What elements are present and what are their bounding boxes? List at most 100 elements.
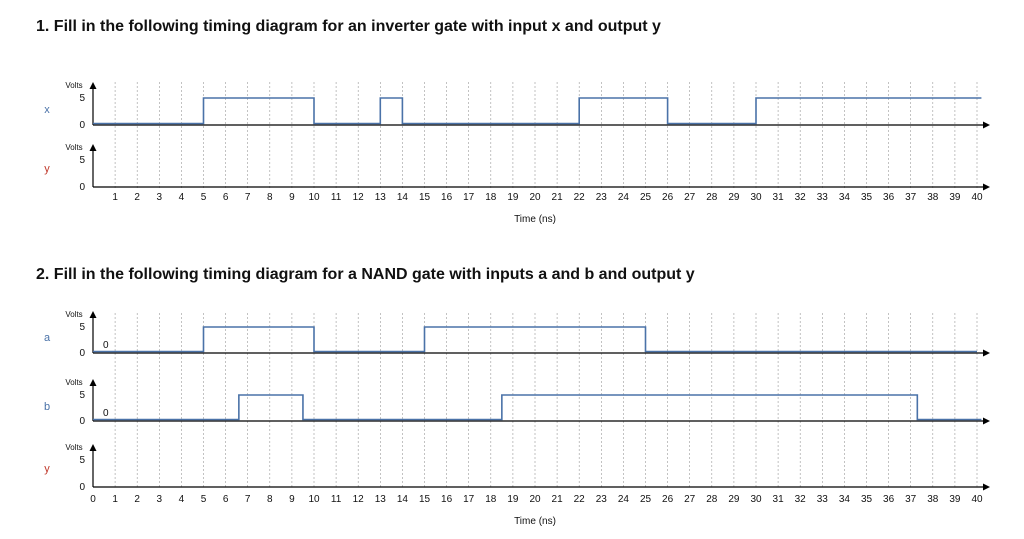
q1-tick-label: 29	[728, 192, 740, 203]
q2-tick-label: 17	[463, 494, 475, 505]
q1-tick-label: 31	[773, 192, 785, 203]
q2-tick-label: 24	[618, 494, 630, 505]
q2-tick-label: 19	[507, 494, 519, 505]
q2-tick-label: 28	[706, 494, 718, 505]
q2-tick-label: 9	[289, 494, 295, 505]
q1-tick-label: 7	[245, 192, 251, 203]
q2-tick-label: 8	[267, 494, 273, 505]
q1-signal-label-x: x	[44, 104, 50, 116]
q2-x-axis-arrow	[983, 417, 990, 425]
q2-tick-label: 23	[596, 494, 608, 505]
q2-tick-label: 39	[949, 494, 961, 505]
q2-tick-label: 20	[529, 494, 541, 505]
q2-tick-label: 35	[861, 494, 873, 505]
q1-volts-label: Volts	[65, 143, 82, 152]
q2-signal-label-b: b	[44, 401, 50, 413]
q2-tick-label: 1	[112, 494, 118, 505]
q2-volts-label: Volts	[65, 310, 82, 319]
q1-tick-label: 17	[463, 192, 475, 203]
q2-tick-label: 6	[223, 494, 229, 505]
q1-tick-label: 39	[949, 192, 961, 203]
q1-tick-label: 14	[397, 192, 409, 203]
q2-waveform-b	[93, 394, 982, 421]
q2-tick-label: 13	[375, 494, 387, 505]
q2-tick-label: 11	[331, 494, 342, 505]
q2-signal-label-a: a	[44, 332, 51, 344]
q2-tick-label: 4	[179, 494, 185, 505]
q1-signal-label-y: y	[44, 163, 50, 175]
q2-y-axis-arrow	[89, 379, 97, 386]
q1-tick-label: 40	[971, 192, 983, 203]
q2-tick-label: 12	[353, 494, 365, 505]
q1-tick-label: 11	[331, 192, 342, 203]
q1-tick-label: 21	[552, 192, 564, 203]
q1-tick-label: 4	[179, 192, 185, 203]
q2-annotation-a: 0	[103, 340, 109, 351]
q2-signal-label-y: y	[44, 463, 50, 475]
q2-tick-label: 14	[397, 494, 409, 505]
q1-tick-label: 10	[308, 192, 320, 203]
q1-low-label: 0	[79, 182, 85, 193]
q2-y-axis-arrow	[89, 444, 97, 451]
q2-tick-label: 40	[971, 494, 983, 505]
q1-tick-label: 3	[157, 192, 163, 203]
q1-tick-label: 22	[574, 192, 586, 203]
q2-tick-label: 27	[684, 494, 696, 505]
q1-tick-label: 13	[375, 192, 387, 203]
q2-tick-label: 15	[419, 494, 431, 505]
q2-x-axis-label: Time (ns)	[514, 516, 556, 527]
q1-tick-label: 24	[618, 192, 630, 203]
q1-tick-label: 2	[134, 192, 140, 203]
q1-tick-label: 28	[706, 192, 718, 203]
q1-x-axis-label: Time (ns)	[514, 214, 556, 225]
q1-y-axis-arrow	[89, 144, 97, 151]
q2-tick-label: 0	[90, 494, 96, 505]
question-1-title: 1. Fill in the following timing diagram …	[36, 18, 661, 35]
q2-volts-label: Volts	[65, 443, 82, 452]
q1-low-label: 0	[79, 120, 85, 131]
q1-tick-label: 12	[353, 192, 365, 203]
q2-tick-label: 30	[750, 494, 762, 505]
q2-high-label: 5	[79, 390, 85, 401]
q1-tick-label: 9	[289, 192, 295, 203]
q1-tick-label: 34	[839, 192, 851, 203]
q1-waveform-x	[93, 97, 982, 125]
q2-low-label: 0	[79, 348, 85, 359]
q1-tick-label: 30	[750, 192, 762, 203]
q2-volts-label: Volts	[65, 378, 82, 387]
q2-waveform-a	[93, 326, 977, 353]
q2-low-label: 0	[79, 416, 85, 427]
q1-tick-label: 8	[267, 192, 273, 203]
q1-tick-label: 33	[817, 192, 829, 203]
q1-tick-label: 27	[684, 192, 696, 203]
q1-tick-label: 37	[905, 192, 917, 203]
q1-volts-label: Volts	[65, 81, 82, 90]
q1-x-axis-arrow	[983, 121, 990, 129]
q1-tick-label: 38	[927, 192, 939, 203]
q2-tick-label: 34	[839, 494, 851, 505]
q1-tick-label: 5	[201, 192, 207, 203]
q1-tick-label: 35	[861, 192, 873, 203]
q1-tick-label: 25	[640, 192, 652, 203]
q2-tick-label: 31	[773, 494, 785, 505]
q2-tick-label: 7	[245, 494, 251, 505]
q2-x-axis-arrow	[983, 349, 990, 357]
q2-low-label: 0	[79, 482, 85, 493]
q1-tick-label: 26	[662, 192, 674, 203]
q2-tick-label: 16	[441, 494, 453, 505]
q2-tick-label: 38	[927, 494, 939, 505]
q1-tick-label: 1	[112, 192, 118, 203]
q2-high-label: 5	[79, 455, 85, 466]
q1-high-label: 5	[79, 93, 85, 104]
q2-tick-label: 18	[485, 494, 497, 505]
q2-tick-label: 2	[134, 494, 140, 505]
q2-tick-label: 26	[662, 494, 674, 505]
q2-x-axis-arrow	[983, 483, 990, 491]
q1-high-label: 5	[79, 155, 85, 166]
q1-tick-label: 15	[419, 192, 431, 203]
question-2-title: 2. Fill in the following timing diagram …	[36, 266, 695, 283]
q1-tick-label: 36	[883, 192, 895, 203]
q1-tick-label: 20	[529, 192, 541, 203]
q2-tick-label: 25	[640, 494, 652, 505]
